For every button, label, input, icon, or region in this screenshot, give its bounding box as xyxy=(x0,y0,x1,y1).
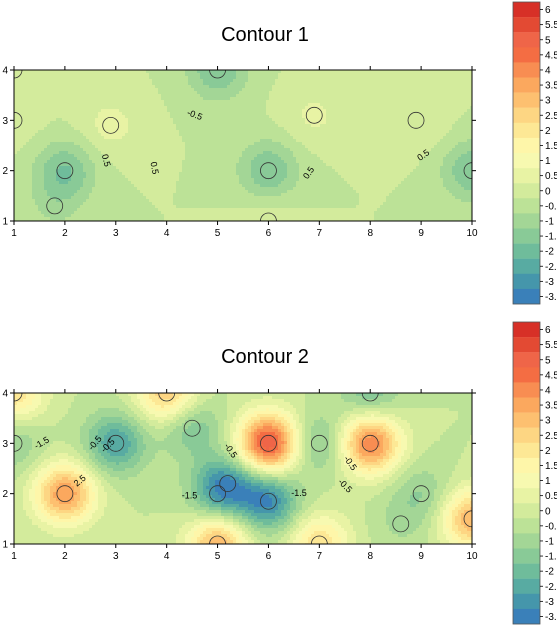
colorbar-label: 0.5 xyxy=(545,491,557,502)
colorbar-swatch xyxy=(513,243,540,259)
colorbar-swatch xyxy=(513,322,540,338)
colorbar-label: -3.5 xyxy=(545,292,557,303)
colorbar-label: 5 xyxy=(545,35,551,46)
colorbar-swatch xyxy=(513,427,540,443)
colorbar-swatch xyxy=(513,503,540,519)
chart-panel-1: Contour 1 xyxy=(0,0,500,300)
colorbar-swatch xyxy=(513,442,540,459)
colorbar-label: -2.5 xyxy=(545,582,557,593)
colorbar-swatch xyxy=(513,183,540,199)
colorbar-label: 0 xyxy=(545,506,551,517)
colorbar-label: 5.5 xyxy=(545,20,557,31)
colorbar-swatch xyxy=(513,518,540,534)
colorbar-swatch xyxy=(513,563,540,579)
colorbar-label: -2.5 xyxy=(545,262,557,273)
colorbar-swatch xyxy=(513,608,540,625)
chart-title-2: Contour 2 xyxy=(221,346,309,368)
colorbar-swatch xyxy=(513,62,540,78)
chart-title-1: Contour 1 xyxy=(221,24,309,46)
colorbar-1: 6 5.5 5 4.5 4 3.5 3 2.5 2 1.5 1 0.5 0 -0.5 -1 -1.5 -2 -2.… xyxy=(512,1,557,305)
colorbar-label: 4.5 xyxy=(545,370,557,381)
colorbar-label: 5.5 xyxy=(545,340,557,351)
colorbar-swatch xyxy=(513,412,540,428)
colorbar-label: -1 xyxy=(545,216,554,227)
colorbar-label: -1 xyxy=(545,536,554,547)
colorbar-label: 1.5 xyxy=(545,141,557,152)
colorbar-label: -0.5 xyxy=(545,521,557,532)
colorbar-label: 0 xyxy=(545,186,551,197)
colorbar-swatch xyxy=(513,548,540,564)
colorbar-swatch xyxy=(513,473,540,489)
colorbar-swatch xyxy=(513,273,540,290)
colorbar-label: 2.5 xyxy=(545,431,557,442)
colorbar-label: -3 xyxy=(545,277,554,288)
colorbar-label: 4.5 xyxy=(545,50,557,61)
colorbar-label: 3.5 xyxy=(545,401,557,412)
colorbar-swatch xyxy=(513,168,540,184)
colorbar-label: 6 xyxy=(545,5,551,16)
colorbar-label: -1.5 xyxy=(545,552,557,563)
colorbar-swatch xyxy=(513,397,540,413)
colorbar-label: 5 xyxy=(545,355,551,366)
colorbar-swatch xyxy=(513,137,540,154)
colorbar-label: 2 xyxy=(545,126,551,137)
colorbar-swatch xyxy=(513,153,540,169)
colorbar-swatch xyxy=(513,578,540,594)
colorbar-swatch xyxy=(513,213,540,229)
colorbar-swatch xyxy=(513,77,540,93)
colorbar-label: 2.5 xyxy=(545,111,557,122)
colorbar-label: 4 xyxy=(545,65,551,76)
colorbar-label: -0.5 xyxy=(545,201,557,212)
colorbar-swatch xyxy=(513,457,540,474)
colorbar-label: 3 xyxy=(545,416,551,427)
colorbar-swatch xyxy=(513,107,540,123)
colorbar-swatch xyxy=(513,47,540,63)
colorbar-label: 0.5 xyxy=(545,171,557,182)
colorbar-label: 4 xyxy=(545,385,551,396)
colorbar-swatch xyxy=(513,382,540,398)
colorbar-swatch xyxy=(513,288,540,305)
colorbar-swatch xyxy=(513,488,540,504)
colorbar-swatch xyxy=(513,122,540,139)
colorbar-label: -3 xyxy=(545,597,554,608)
colorbar-frame xyxy=(512,1,541,305)
colorbar-swatch xyxy=(513,258,540,274)
colorbar-swatch xyxy=(513,92,540,108)
colorbar-label: -2 xyxy=(545,247,554,258)
colorbar-swatch xyxy=(513,593,540,610)
colorbar-swatch xyxy=(513,2,540,18)
colorbar-swatch xyxy=(513,228,540,244)
colorbar-label: -1.5 xyxy=(545,232,557,243)
colorbar-swatch xyxy=(513,533,540,549)
colorbar-label: 1.5 xyxy=(545,461,557,472)
colorbar-label: 1 xyxy=(545,156,551,167)
chart-panel-2: Contour 2 xyxy=(0,320,500,632)
colorbar-swatch xyxy=(513,367,540,383)
colorbar-label: 2 xyxy=(545,446,551,457)
colorbar-label: 3 xyxy=(545,96,551,107)
colorbar-label: -2 xyxy=(545,567,554,578)
colorbar-label: 6 xyxy=(545,325,551,336)
colorbar-label: 1 xyxy=(545,476,551,487)
colorbar-swatch xyxy=(513,198,540,214)
colorbar-label: 3.5 xyxy=(545,81,557,92)
colorbar-label: -3.5 xyxy=(545,612,557,623)
